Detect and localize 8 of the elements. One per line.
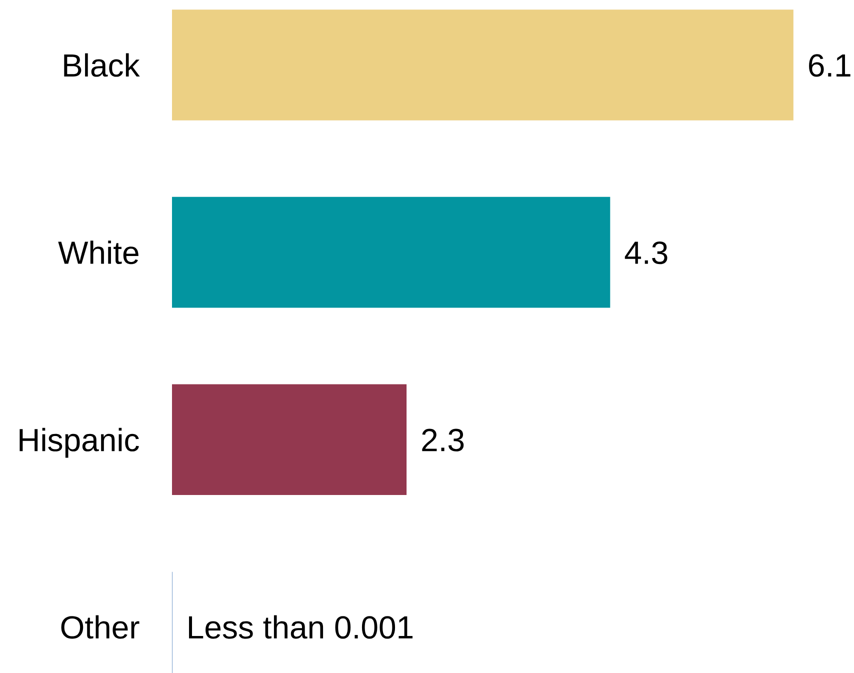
data-label: 4.3	[624, 241, 668, 264]
y-tick-label: White	[58, 240, 138, 264]
y-tick-label: Other	[61, 615, 140, 639]
y-tick-label: Black	[64, 53, 140, 77]
data-label: Less than 0.001	[189, 615, 413, 639]
data-label: 6.1	[809, 54, 850, 77]
y-tick-label: Hispanic	[20, 428, 139, 458]
data-label: 2.3	[422, 428, 464, 452]
